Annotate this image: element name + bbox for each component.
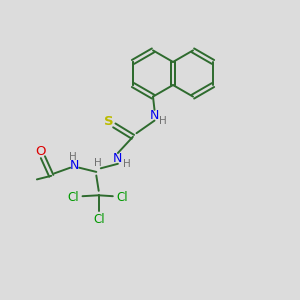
Text: H: H [123,159,131,169]
Text: H: H [69,152,77,162]
Text: H: H [159,116,167,126]
Text: H: H [94,158,102,169]
Text: N: N [150,109,159,122]
Text: Cl: Cl [116,191,128,204]
Text: S: S [104,115,114,128]
Text: Cl: Cl [68,191,79,204]
Text: N: N [70,159,80,172]
Text: Cl: Cl [93,213,104,226]
Text: N: N [113,152,123,165]
Text: O: O [35,145,46,158]
